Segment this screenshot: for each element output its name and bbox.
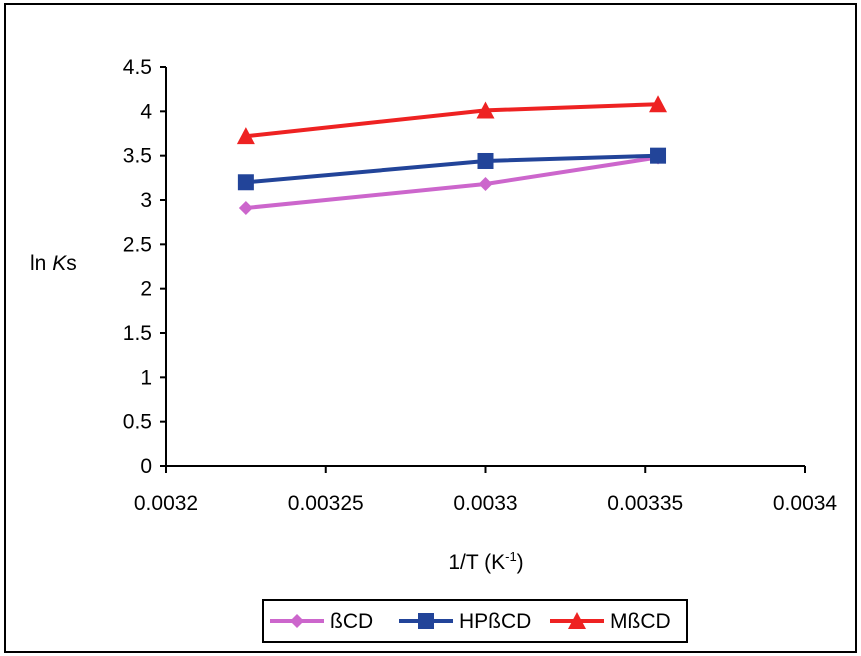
y-tick-label: 0	[140, 455, 152, 478]
y-tick-label: 3.5	[123, 145, 152, 168]
legend-label: HPßCD	[459, 610, 531, 633]
series-square	[237, 147, 667, 191]
y-tick-label: 4	[140, 100, 152, 123]
x-tick-label: 0.0034	[773, 492, 838, 515]
x-tick-label: 0.0032	[134, 492, 198, 515]
y-tick-label: 1	[140, 366, 152, 389]
legend-marker-square	[418, 613, 434, 629]
series-diamond	[238, 150, 666, 215]
legend-items: ßCD HPßCD MßCD	[270, 610, 671, 633]
data-point-diamond	[238, 200, 253, 215]
series-line	[245, 153, 659, 185]
y-tick-label: 3	[140, 189, 152, 212]
data-point-triangle	[649, 95, 668, 113]
y-axis-title: ln Ks	[30, 252, 77, 275]
series-triangle	[236, 95, 668, 145]
legend-entry: MßCD	[550, 610, 671, 633]
legend-entry: HPßCD	[399, 610, 531, 633]
x-tick-label: 0.00325	[288, 492, 364, 515]
axes	[165, 67, 805, 467]
x-tick-label: 0.00335	[607, 492, 683, 515]
y-tick-label: 2.5	[123, 233, 152, 256]
legend-entry: ßCD	[270, 610, 373, 633]
data-point-diamond	[478, 177, 493, 192]
y-tick-label: 2	[140, 278, 152, 301]
legend-label: MßCD	[610, 610, 671, 633]
legend-label: ßCD	[330, 610, 373, 633]
y-tick-label: 0.5	[123, 411, 152, 434]
legend: ßCD HPßCD MßCD	[262, 599, 688, 643]
data-point-triangle	[476, 101, 495, 119]
y-tick-label: 1.5	[123, 322, 152, 345]
x-ticks: 0.0032 0.00325 0.0033 0.00335 0.0034	[134, 466, 838, 515]
x-tick-label: 0.0033	[453, 492, 517, 515]
data-point-square	[237, 174, 254, 191]
data-point-square	[650, 147, 667, 164]
legend-box	[262, 599, 688, 643]
x-axis-title: 1/T (K-1)	[448, 549, 523, 574]
data-point-square	[477, 152, 494, 169]
legend-marker-triangle	[568, 612, 586, 629]
data-point-triangle	[236, 127, 255, 145]
y-tick-label: 4.5	[123, 56, 152, 79]
series-line	[245, 102, 659, 139]
series-layer	[236, 95, 668, 215]
y-ticks: 0 0.5 1 1.5 2 2.5 3 3.5 4 4.5	[123, 56, 166, 478]
chart-frame	[4, 3, 857, 653]
legend-marker-diamond	[290, 614, 304, 628]
